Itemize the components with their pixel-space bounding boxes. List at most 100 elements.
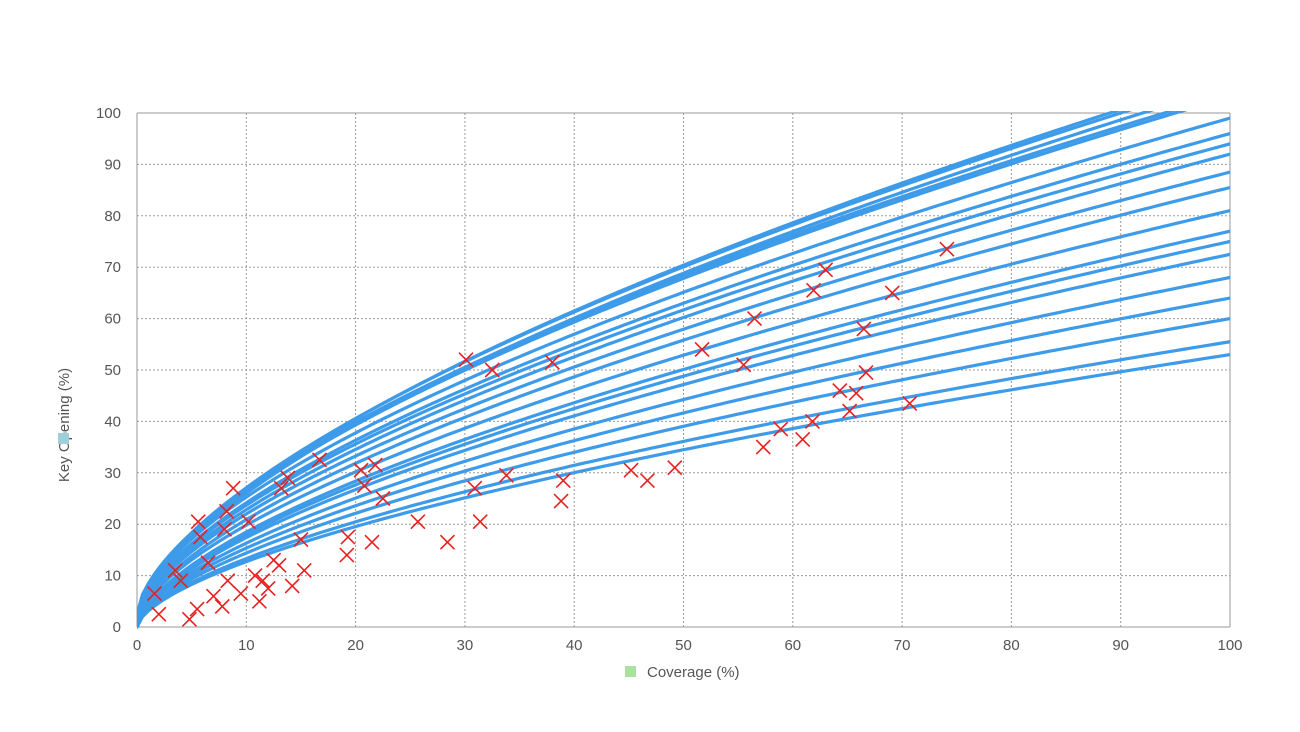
scatter-point-marker — [755, 439, 771, 455]
fit-curve-line — [137, 229, 1230, 629]
y-tick-label: 10 — [104, 568, 121, 585]
fit-curve-line — [137, 152, 1230, 624]
x-tick-label: 20 — [347, 637, 364, 654]
fit-curve-line — [137, 275, 1230, 629]
x-tick-label: 0 — [133, 637, 141, 654]
fit-curve-line — [137, 296, 1230, 629]
scatter-point-marker — [339, 547, 355, 563]
scatter-point-marker — [795, 431, 811, 447]
scatter-point-marker — [458, 352, 474, 368]
scatter-point-marker — [818, 262, 834, 278]
scatter-point-marker — [555, 472, 571, 489]
fit-curves — [137, 111, 1230, 629]
scatter-point-marker — [439, 534, 455, 550]
scatter-point-marker — [856, 321, 872, 337]
scatter-point-marker — [553, 493, 569, 509]
scatter-point-marker — [623, 462, 639, 478]
scatter-point-marker — [293, 532, 309, 548]
scatter-point-marker — [639, 472, 655, 489]
x-tick-label: 40 — [566, 637, 583, 654]
scatter-point-marker — [484, 362, 500, 378]
scatter-point-marker — [746, 311, 763, 327]
scatter-point-marker — [255, 573, 271, 589]
x-tick-label: 90 — [1112, 637, 1129, 654]
scatter-point-marker — [804, 413, 821, 429]
x-tick-label: 80 — [1003, 637, 1020, 654]
fit-curve-line — [137, 111, 1177, 616]
scatter-point-marker — [189, 601, 205, 617]
scatter-point-marker — [225, 480, 241, 496]
scatter-point-marker — [271, 557, 287, 573]
scatter-point-marker — [367, 457, 383, 473]
scatter-point-marker — [216, 521, 233, 537]
y-tick-label: 70 — [104, 259, 121, 276]
scatter-point-marker — [311, 452, 328, 468]
scatter-point-marker — [280, 470, 296, 486]
scatter-point-marker — [284, 578, 300, 594]
fit-curve-line — [137, 352, 1230, 629]
scatter-point-marker — [200, 555, 216, 571]
scatter-point-marker — [214, 598, 230, 615]
scatter-point-marker — [667, 460, 683, 476]
data-points — [146, 241, 955, 627]
scatter-point-marker — [806, 282, 822, 298]
y-tick-label: 50 — [104, 362, 121, 379]
y-axis-legend-swatch — [58, 433, 69, 444]
scatter-point-marker — [296, 562, 312, 579]
scatter-point-marker — [205, 588, 222, 604]
scatter-point-marker — [151, 606, 167, 622]
x-tick-label: 30 — [457, 637, 474, 654]
x-axis-legend-swatch — [625, 666, 636, 677]
scatter-point-marker — [858, 365, 874, 381]
scatter-point-marker — [251, 593, 267, 609]
scatter-point-marker — [219, 503, 235, 519]
y-tick-label: 20 — [104, 516, 121, 533]
scatter-point-marker — [410, 514, 426, 530]
y-axis-title: Key Opening (%) — [56, 368, 73, 482]
scatter-point-marker — [273, 480, 289, 496]
scatter-point-marker — [842, 403, 858, 419]
scatter-point-marker — [190, 514, 206, 530]
scatter-point-marker — [694, 341, 710, 358]
scatter-point-marker — [364, 534, 380, 550]
y-tick-label: 0 — [113, 619, 121, 636]
x-tick-label: 10 — [238, 637, 255, 654]
fit-curve-line — [137, 116, 1230, 619]
y-tick-label: 60 — [104, 311, 121, 328]
fit-curve-line — [137, 209, 1230, 627]
scatter-point-marker — [356, 478, 372, 494]
scatter-point-marker — [498, 467, 514, 483]
scatter-point-marker — [240, 514, 257, 530]
fit-curve-line — [137, 111, 1155, 624]
scatter-point-marker — [939, 241, 955, 257]
scatter-point-marker — [192, 529, 208, 545]
scatter-point-marker — [773, 421, 789, 437]
scatter-point-marker — [167, 562, 183, 579]
scatter-point-marker — [467, 480, 483, 496]
x-tick-label: 50 — [675, 637, 692, 654]
fit-curve-line — [137, 340, 1230, 629]
scatter-point-marker — [233, 586, 249, 602]
scatter-point-marker — [173, 573, 189, 589]
scatter-point-marker — [340, 529, 356, 545]
x-axis-title: Coverage (%) — [647, 664, 740, 681]
scatter-point-marker — [353, 462, 369, 478]
x-tick-label: 60 — [784, 637, 801, 654]
scatter-point-marker — [884, 285, 900, 301]
y-tick-label: 100 — [96, 105, 121, 122]
fit-curve-line — [137, 185, 1230, 627]
scatter-point-marker — [260, 580, 276, 597]
fit-curve-line — [137, 170, 1230, 624]
y-tick-label: 80 — [104, 208, 121, 225]
y-tick-label: 90 — [104, 156, 121, 173]
fit-curve-line — [137, 252, 1230, 629]
y-tick-label: 30 — [104, 465, 121, 482]
scatter-point-marker — [220, 573, 236, 589]
axis-labels: Coverage (%) Key Opening (%) — [56, 368, 740, 681]
fit-curve-line — [137, 111, 1122, 621]
tick-labels: 0 10 20 30 40 50 60 70 80 90 100 0 10 20 30 40 50 60 70 80 9… — [96, 105, 1243, 654]
scatter-point-marker — [181, 611, 198, 627]
scatter-point-marker — [832, 382, 848, 399]
